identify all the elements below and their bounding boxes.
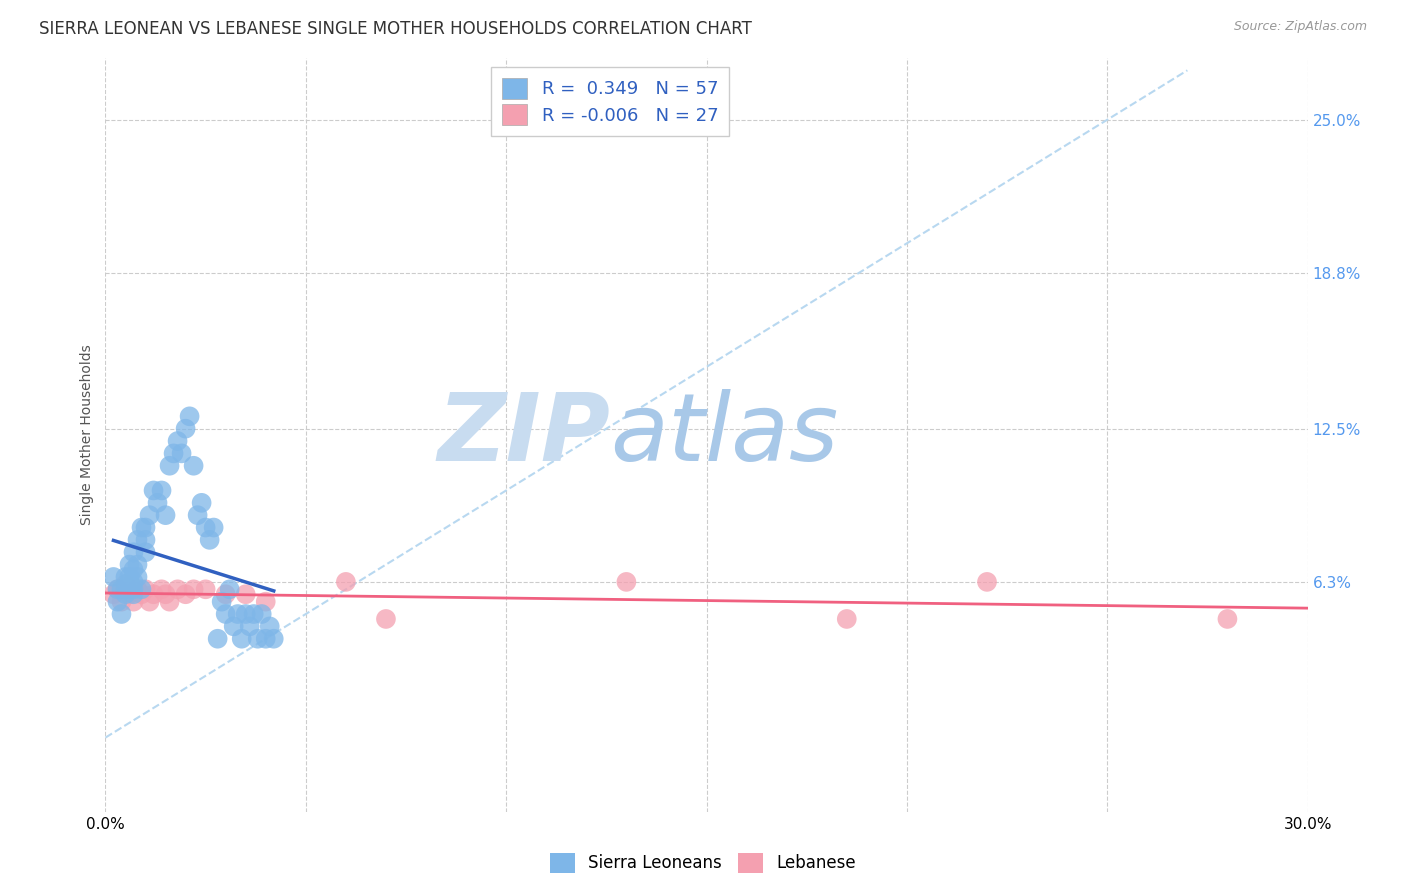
Point — [235, 587, 257, 601]
Point — [259, 619, 281, 633]
Point — [254, 632, 277, 646]
Point — [118, 570, 141, 584]
Point — [166, 582, 188, 597]
Text: Source: ZipAtlas.com: Source: ZipAtlas.com — [1233, 20, 1367, 33]
Point — [142, 483, 165, 498]
Point — [194, 520, 217, 534]
Point — [103, 587, 125, 601]
Point — [159, 595, 181, 609]
Y-axis label: Single Mother Households: Single Mother Households — [80, 344, 94, 525]
Point — [138, 595, 160, 609]
Point — [114, 570, 136, 584]
Point — [122, 562, 145, 576]
Point — [1216, 612, 1239, 626]
Point — [135, 545, 157, 559]
Point — [183, 458, 205, 473]
Point — [159, 458, 181, 473]
Legend: Sierra Leoneans, Lebanese: Sierra Leoneans, Lebanese — [543, 847, 863, 880]
Point — [202, 520, 225, 534]
Point — [183, 582, 205, 597]
Point — [127, 533, 149, 547]
Point — [239, 619, 262, 633]
Point — [142, 587, 165, 601]
Point — [214, 587, 236, 601]
Point — [187, 508, 209, 523]
Text: SIERRA LEONEAN VS LEBANESE SINGLE MOTHER HOUSEHOLDS CORRELATION CHART: SIERRA LEONEAN VS LEBANESE SINGLE MOTHER… — [39, 20, 752, 37]
Legend: R =  0.349   N = 57, R = -0.006   N = 27: R = 0.349 N = 57, R = -0.006 N = 27 — [491, 67, 730, 136]
Point — [335, 574, 357, 589]
Point — [107, 582, 129, 597]
Point — [235, 607, 257, 621]
Point — [135, 533, 157, 547]
Point — [976, 574, 998, 589]
Point — [226, 607, 249, 621]
Point — [242, 607, 264, 621]
Point — [263, 632, 285, 646]
Point — [214, 607, 236, 621]
Point — [616, 574, 638, 589]
Point — [122, 582, 145, 597]
Point — [222, 619, 245, 633]
Point — [110, 595, 132, 609]
Point — [114, 577, 136, 591]
Point — [174, 587, 197, 601]
Point — [135, 520, 157, 534]
Point — [114, 582, 136, 597]
Point — [110, 607, 132, 621]
Point — [194, 582, 217, 597]
Point — [250, 607, 273, 621]
Point — [127, 570, 149, 584]
Point — [211, 595, 233, 609]
Point — [127, 558, 149, 572]
Point — [155, 508, 177, 523]
Point — [254, 595, 277, 609]
Point — [118, 574, 141, 589]
Point — [179, 409, 201, 424]
Point — [135, 582, 157, 597]
Point — [122, 595, 145, 609]
Point — [114, 587, 136, 601]
Text: ZIP: ZIP — [437, 389, 610, 481]
Point — [198, 533, 221, 547]
Point — [107, 582, 129, 597]
Point — [103, 570, 125, 584]
Point — [162, 446, 184, 460]
Point — [150, 483, 173, 498]
Text: atlas: atlas — [610, 389, 838, 481]
Point — [122, 574, 145, 589]
Point — [118, 558, 141, 572]
Point — [190, 496, 212, 510]
Point — [118, 582, 141, 597]
Point — [118, 587, 141, 601]
Point — [138, 508, 160, 523]
Point — [246, 632, 269, 646]
Point — [131, 520, 153, 534]
Point — [207, 632, 229, 646]
Point — [374, 612, 398, 626]
Point — [122, 545, 145, 559]
Point — [110, 582, 132, 597]
Point — [127, 582, 149, 597]
Point — [174, 422, 197, 436]
Point — [231, 632, 253, 646]
Point — [107, 595, 129, 609]
Point — [122, 587, 145, 601]
Point — [131, 587, 153, 601]
Point — [131, 582, 153, 597]
Point — [166, 434, 188, 448]
Point — [218, 582, 240, 597]
Point — [155, 587, 177, 601]
Point — [146, 496, 169, 510]
Point — [835, 612, 858, 626]
Point — [150, 582, 173, 597]
Point — [170, 446, 193, 460]
